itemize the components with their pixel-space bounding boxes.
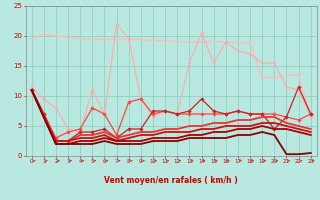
X-axis label: Vent moyen/en rafales ( km/h ): Vent moyen/en rafales ( km/h ) bbox=[104, 176, 238, 185]
